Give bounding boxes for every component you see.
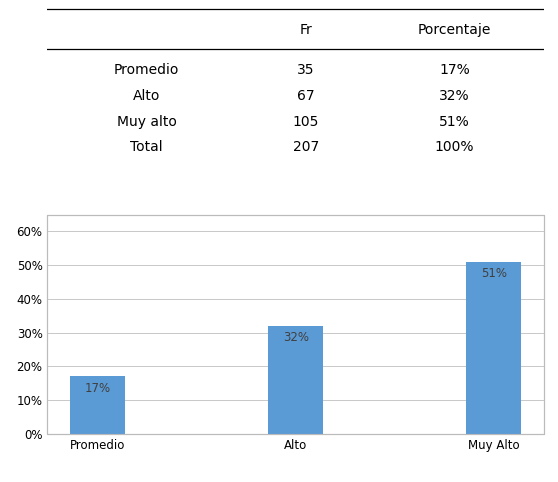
Text: Muy alto: Muy alto [117, 115, 177, 129]
Bar [466, 262, 522, 434]
Text: 32%: 32% [439, 89, 470, 103]
Text: 17%: 17% [85, 382, 111, 395]
Text: Alto: Alto [133, 89, 161, 103]
Text: 67: 67 [297, 89, 315, 103]
Text: 105: 105 [292, 115, 319, 129]
Text: 35: 35 [297, 63, 314, 77]
Text: Porcentaje: Porcentaje [418, 23, 492, 37]
Text: 32%: 32% [283, 331, 309, 344]
Text: 100%: 100% [435, 140, 474, 154]
Text: 51%: 51% [481, 267, 507, 280]
Text: 51%: 51% [439, 115, 470, 129]
Bar [70, 376, 126, 434]
Text: Promedio: Promedio [114, 63, 180, 77]
Text: 207: 207 [292, 140, 319, 154]
Text: Total: Total [131, 140, 163, 154]
Bar [268, 326, 324, 434]
Text: 17%: 17% [439, 63, 470, 77]
Text: Fr: Fr [299, 23, 312, 37]
